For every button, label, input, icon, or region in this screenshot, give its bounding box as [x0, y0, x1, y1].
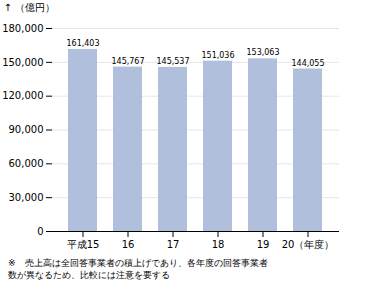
- svg-text:16: 16: [122, 239, 135, 250]
- svg-text:161,403: 161,403: [66, 39, 99, 48]
- svg-text:144,055: 144,055: [291, 59, 324, 68]
- svg-text:19: 19: [257, 239, 270, 250]
- svg-text:90,000: 90,000: [9, 124, 44, 135]
- svg-text:平成15: 平成15: [67, 239, 100, 250]
- html-text:数が異なるため、比較には注意を要する: 数が異なるため、比較には注意を要する: [8, 270, 170, 280]
- svg-text:30,000: 30,000: [9, 192, 44, 203]
- svg-text:↑ （億円）: ↑ （億円）: [4, 2, 56, 13]
- svg-text:145,767: 145,767: [111, 57, 144, 66]
- svg-text:20（年度）: 20（年度）: [282, 239, 335, 250]
- html-text:※ 売上高は全回答事業者の積上げであり、各年度の回答事業者: ※ 売上高は全回答事業者の積上げであり、各年度の回答事業者: [8, 258, 268, 268]
- svg-text:120,000: 120,000: [2, 90, 43, 101]
- svg-text:150,000: 150,000: [2, 57, 43, 68]
- svg-text:153,063: 153,063: [246, 48, 279, 57]
- svg-text:151,036: 151,036: [201, 51, 234, 60]
- svg-text:145,537: 145,537: [156, 57, 189, 66]
- svg-text:60,000: 60,000: [9, 158, 44, 169]
- svg-text:180,000: 180,000: [2, 23, 43, 34]
- svg-text:18: 18: [212, 239, 225, 250]
- svg-text:17: 17: [167, 239, 180, 250]
- svg-text:0: 0: [37, 226, 43, 237]
